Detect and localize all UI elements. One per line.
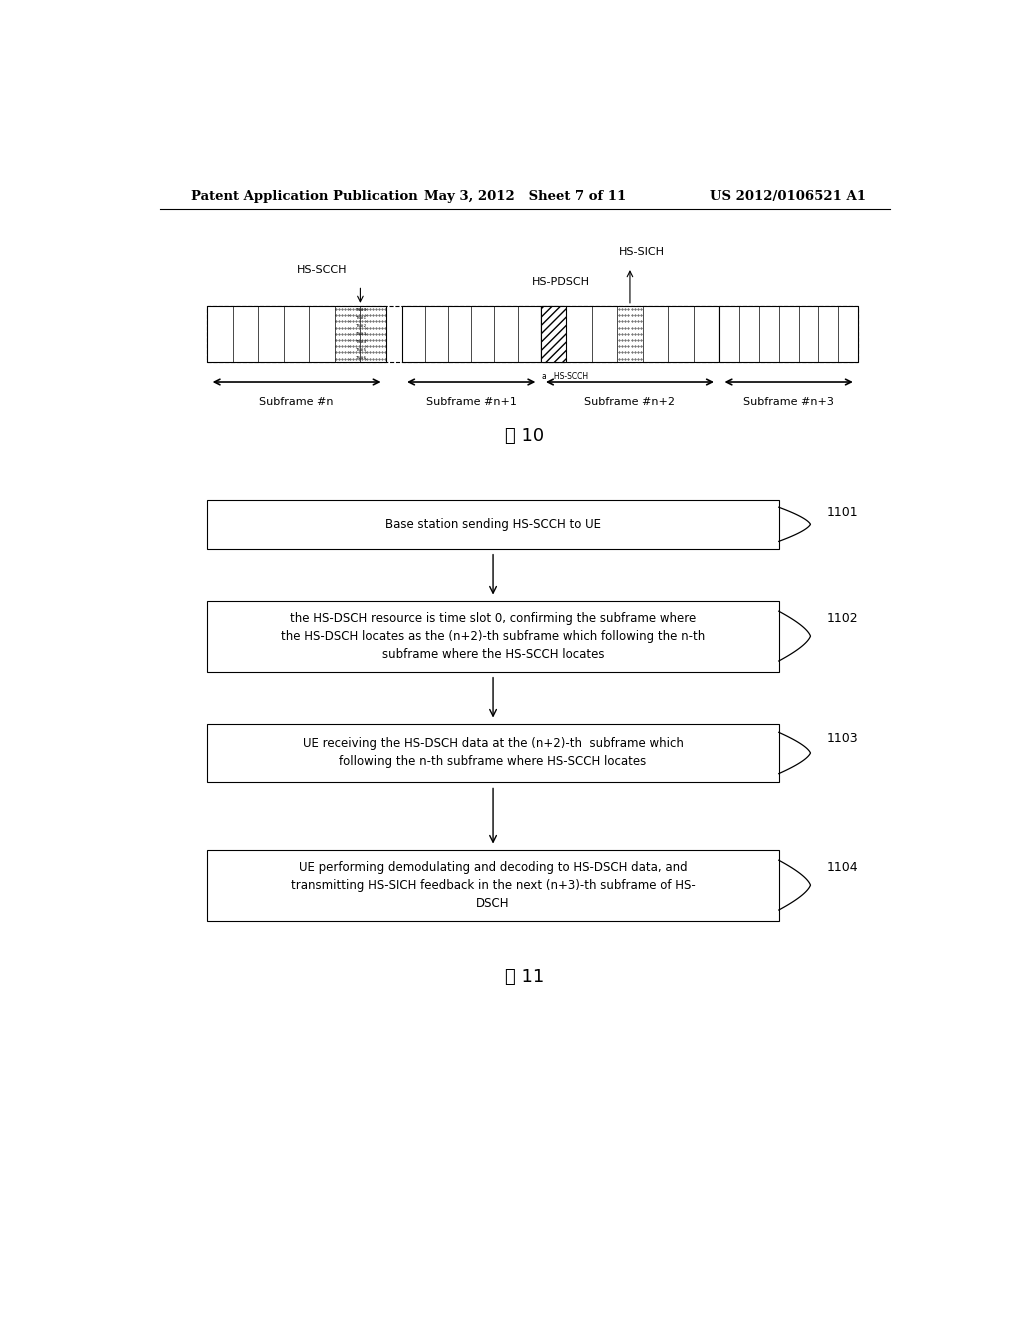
Text: HS-SCCH: HS-SCCH <box>297 265 348 276</box>
Text: a   HS-SCCH: a HS-SCCH <box>543 372 589 381</box>
Text: Subframe #n: Subframe #n <box>259 397 334 408</box>
Bar <box>207 306 858 362</box>
Bar <box>207 723 778 783</box>
Text: HS-SICH: HS-SICH <box>618 247 665 257</box>
Text: May 3, 2012   Sheet 7 of 11: May 3, 2012 Sheet 7 of 11 <box>424 190 626 202</box>
Bar <box>207 850 778 921</box>
Text: Base station sending HS-SCCH to UE: Base station sending HS-SCCH to UE <box>385 517 601 531</box>
Text: TS#4: TS#4 <box>355 339 366 343</box>
Text: TS#0: TS#0 <box>354 308 366 312</box>
Bar <box>719 306 858 362</box>
Text: TS#3: TS#3 <box>354 331 366 335</box>
Text: 1104: 1104 <box>826 861 858 874</box>
Text: Subframe #n+1: Subframe #n+1 <box>426 397 517 408</box>
Text: Patent Application Publication: Patent Application Publication <box>191 190 418 202</box>
Text: 1101: 1101 <box>826 506 858 519</box>
Bar <box>541 306 566 362</box>
Text: TS#1: TS#1 <box>355 315 366 319</box>
Text: TS#2: TS#2 <box>354 323 366 327</box>
Text: HS-PDSCH: HS-PDSCH <box>531 277 590 288</box>
Text: 1103: 1103 <box>826 733 858 744</box>
Text: US 2012/0106521 A1: US 2012/0106521 A1 <box>710 190 866 202</box>
Text: 图 11: 图 11 <box>505 968 545 986</box>
Text: TS#6: TS#6 <box>354 355 366 359</box>
Bar <box>207 306 386 362</box>
Text: UE performing demodulating and decoding to HS-DSCH data, and
transmitting HS-SIC: UE performing demodulating and decoding … <box>291 861 695 909</box>
Bar <box>207 601 778 672</box>
Bar <box>207 500 778 549</box>
Text: Subframe #n+2: Subframe #n+2 <box>585 397 676 408</box>
Text: 1102: 1102 <box>826 612 858 626</box>
Bar <box>401 306 541 362</box>
Text: Subframe #n+3: Subframe #n+3 <box>743 397 835 408</box>
Text: 图 10: 图 10 <box>505 426 545 445</box>
Text: TS#5: TS#5 <box>354 347 366 351</box>
Text: UE receiving the HS-DSCH data at the (n+2)-th  subframe which
following the n-th: UE receiving the HS-DSCH data at the (n+… <box>303 738 683 768</box>
Text: the HS-DSCH resource is time slot 0, confirming the subframe where
the HS-DSCH l: the HS-DSCH resource is time slot 0, con… <box>281 611 706 660</box>
Bar <box>541 306 719 362</box>
